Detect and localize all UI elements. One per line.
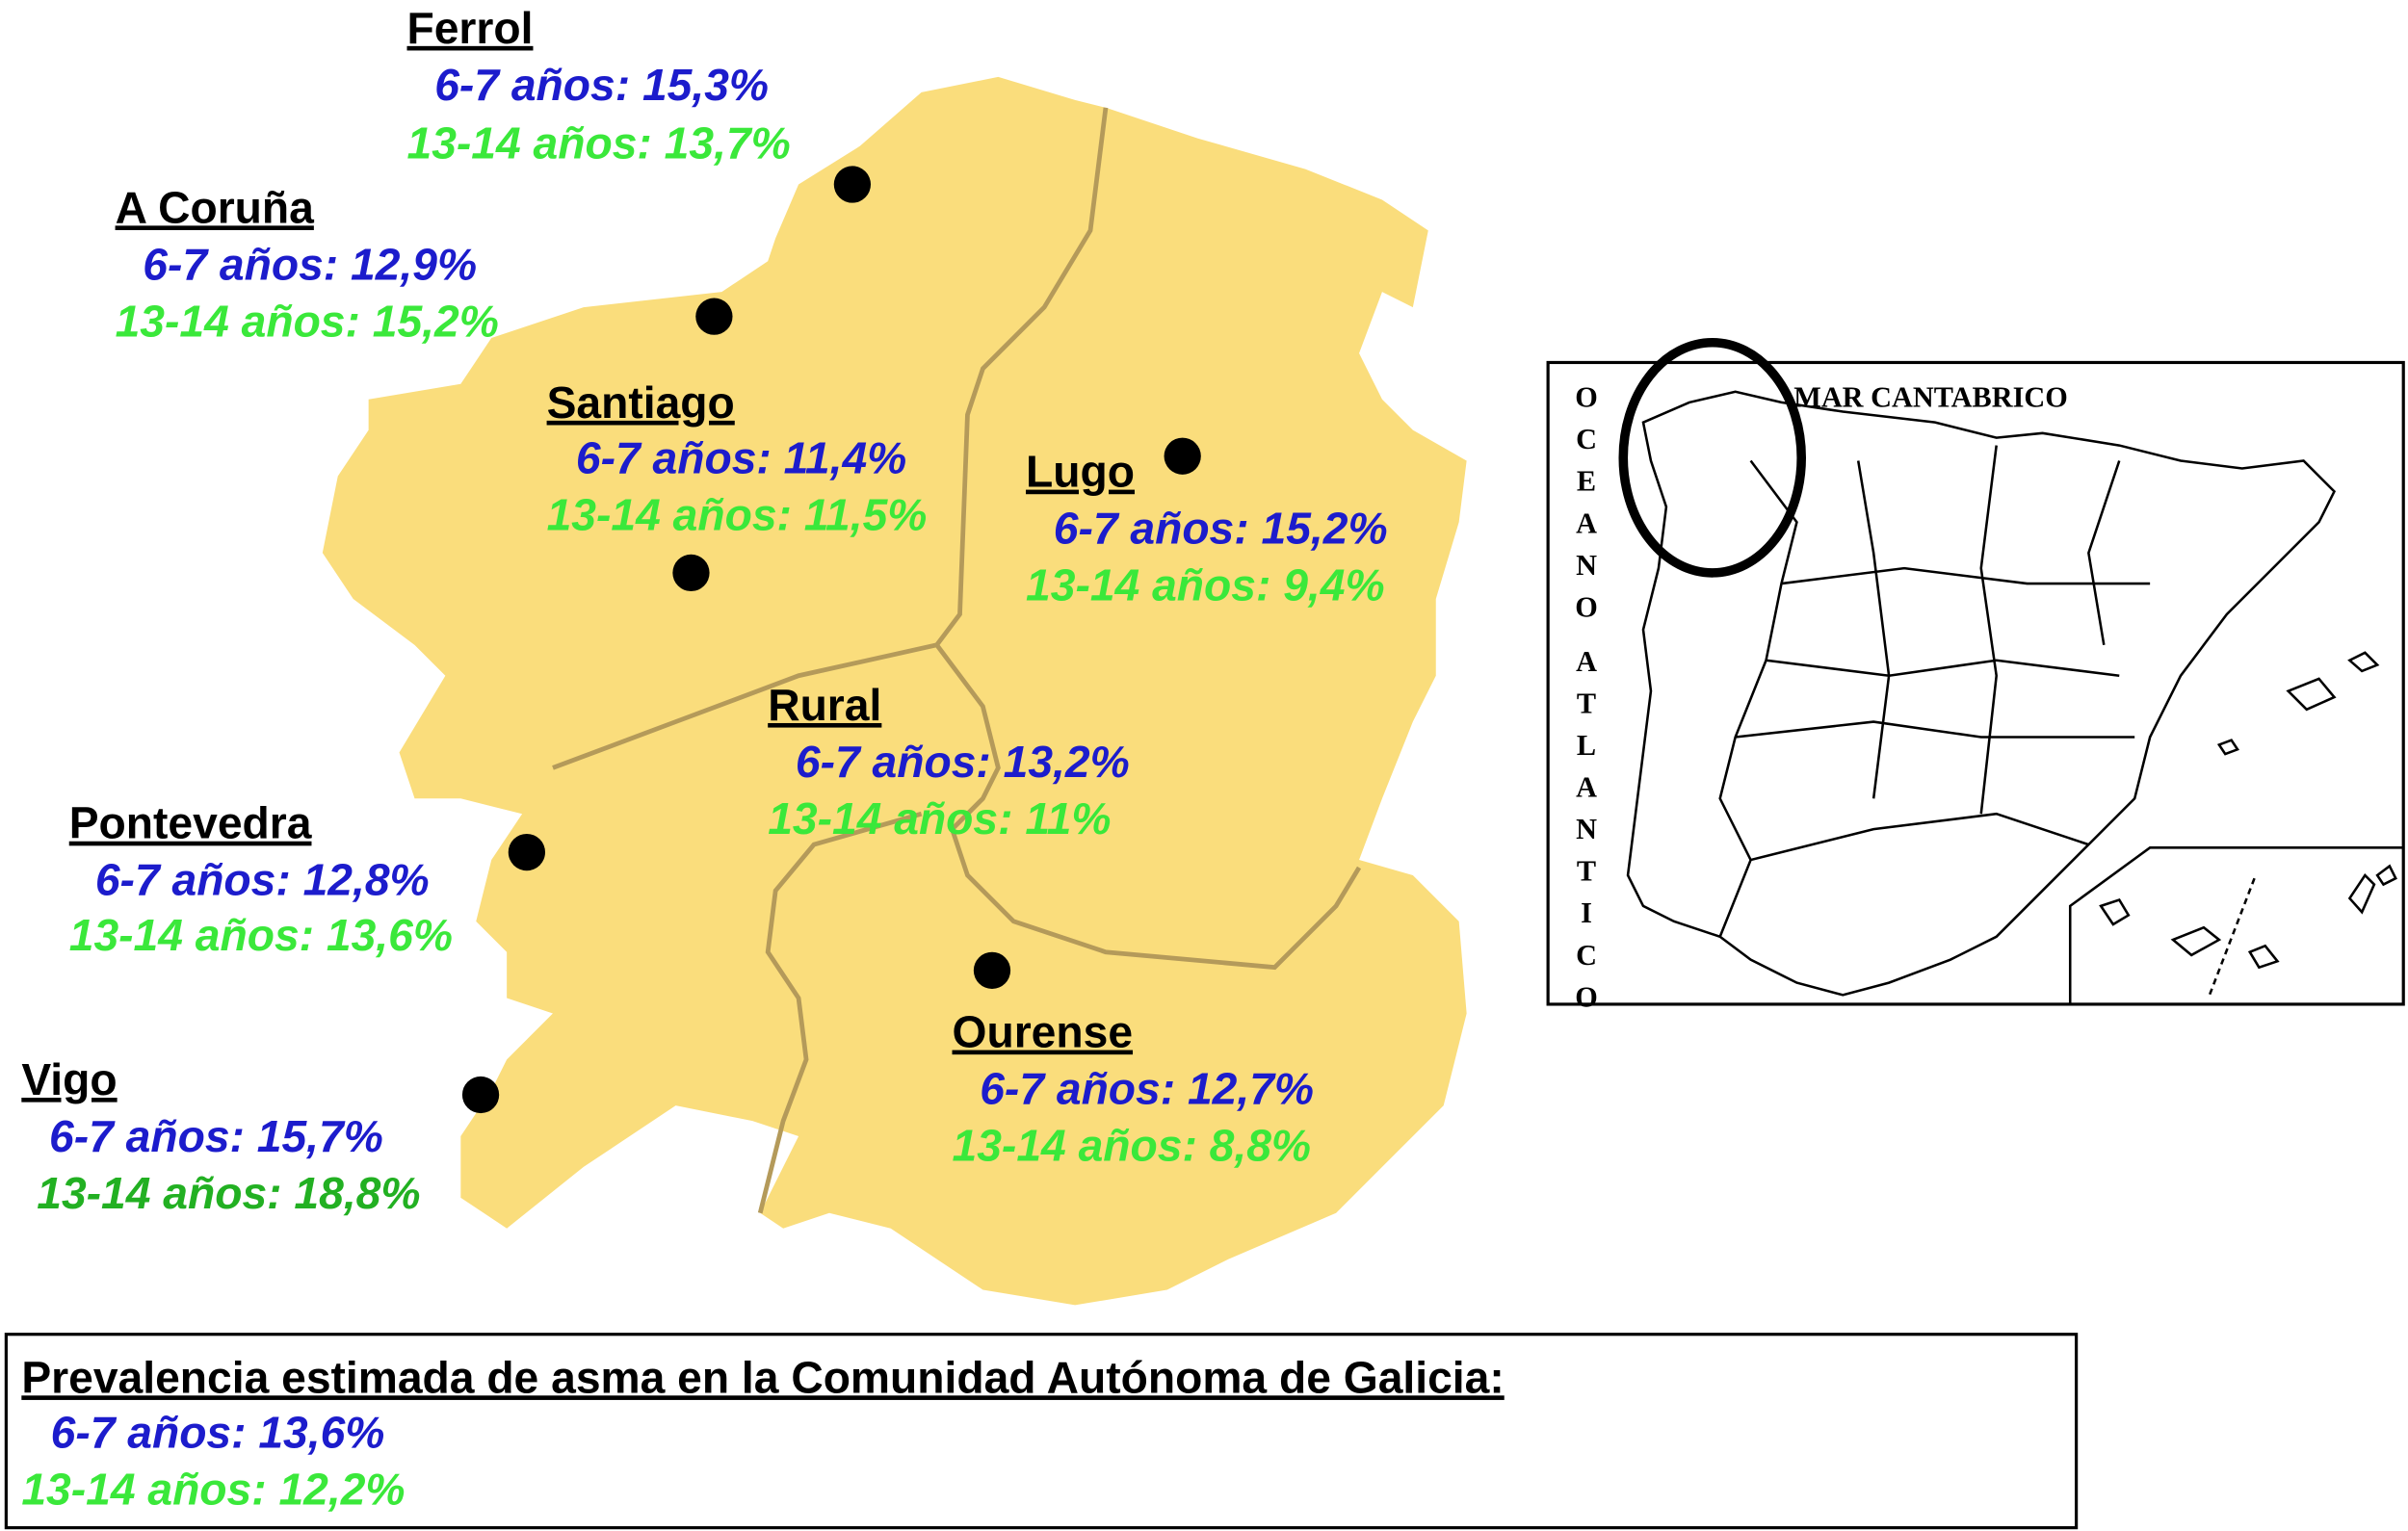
- city-dot: [461, 1076, 500, 1114]
- border: [757, 811, 923, 1214]
- summary-title: Prevalencia estimada de asma en la Comun…: [21, 1352, 1504, 1402]
- city-name: Pontevedra: [69, 798, 312, 848]
- teen-value: 13-14 años: 12,2%: [21, 1465, 405, 1515]
- young-value: 6-7 años: 12,8%: [95, 855, 430, 905]
- teen-value: 13-14 años: 13,7%: [407, 117, 791, 168]
- canary-frame: [2068, 846, 2404, 1004]
- city-dot: [695, 298, 733, 335]
- ocean-label: ATLANTICO: [1570, 645, 1603, 1023]
- border: [934, 107, 1109, 647]
- galicia-map: [322, 76, 1467, 1306]
- city-dot: [833, 166, 872, 203]
- city-name: Santiago: [547, 377, 735, 428]
- teen-value: 13-14 años: 13,6%: [69, 910, 453, 960]
- region-highlight: [1618, 337, 1807, 578]
- city-name: A Coruña: [116, 182, 315, 232]
- young-value: 6-7 años: 15,2%: [1054, 504, 1388, 554]
- young-value: 6-7 años: 13,6%: [51, 1408, 385, 1458]
- city-name: Ferrol: [407, 3, 534, 53]
- teen-value: 13-14 años: 8,8%: [953, 1121, 1312, 1171]
- young-value: 6-7 años: 13,2%: [796, 737, 1130, 787]
- city-name: Lugo: [1026, 447, 1135, 497]
- islands: [2216, 651, 2380, 756]
- city-dot: [973, 951, 1011, 989]
- inset-frame: [1546, 360, 2405, 1006]
- summary-box: [4, 1333, 2079, 1530]
- border: [552, 642, 1362, 971]
- city-dot: [1164, 437, 1201, 475]
- province-lines: [1718, 445, 2151, 938]
- teen-value: 13-14 años: 11,5%: [547, 489, 928, 539]
- city-name: Vigo: [21, 1054, 117, 1104]
- city-dot: [672, 554, 710, 592]
- young-value: 6-7 años: 12,7%: [980, 1064, 1314, 1114]
- teen-value: 13-14 años: 11%: [768, 793, 1111, 843]
- canary-islands: [2099, 864, 2397, 970]
- sea-label: MAR CANTABRICO: [1793, 381, 2068, 414]
- teen-value: 13-14 años: 18,8%: [37, 1168, 420, 1218]
- ocean-label: OCEANO: [1570, 381, 1603, 633]
- dots: [461, 166, 1201, 1114]
- teen-value: 13-14 años: 15,2%: [116, 296, 499, 346]
- city-name: Ourense: [953, 1007, 1134, 1057]
- young-value: 6-7 años: 15,7%: [49, 1111, 383, 1161]
- teen-value: 13-14 años: 9,4%: [1026, 560, 1385, 610]
- young-value: 6-7 años: 11,4%: [576, 432, 906, 482]
- young-value: 6-7 años: 15,3%: [434, 60, 769, 110]
- city-dot: [508, 833, 546, 871]
- young-value: 6-7 años: 12,9%: [143, 239, 477, 289]
- city-name: Rural: [768, 680, 881, 730]
